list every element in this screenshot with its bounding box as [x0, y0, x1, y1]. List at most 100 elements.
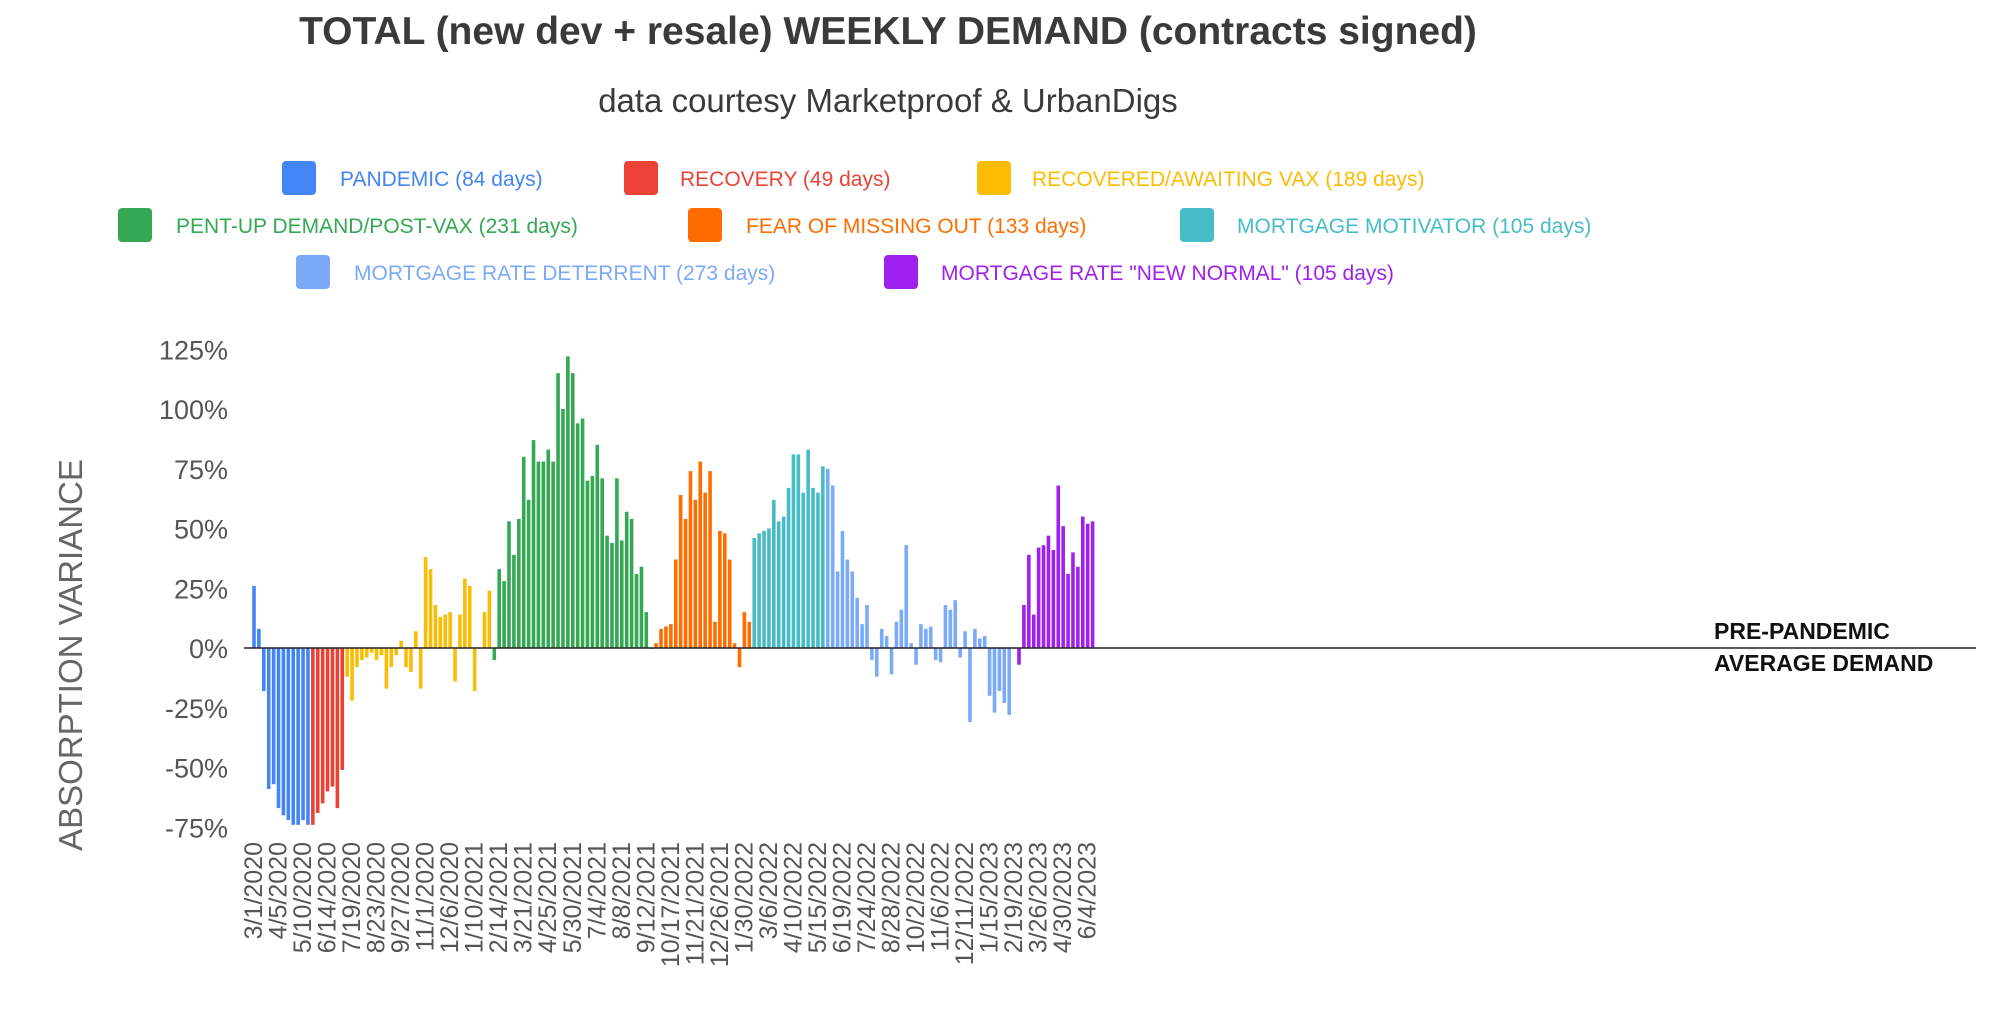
bar [301, 648, 305, 821]
x-axis: 3/1/20204/5/20205/10/20206/14/20207/19/2… [240, 842, 1102, 967]
bar [271, 648, 276, 785]
bar [595, 444, 600, 648]
bar [899, 609, 904, 648]
bar [752, 538, 757, 648]
bar [404, 648, 408, 668]
bar [615, 478, 619, 648]
bar [742, 612, 747, 648]
bar [776, 521, 781, 648]
bar [1017, 648, 1021, 665]
x-tick-label: 4/5/2020 [265, 842, 293, 939]
bar [673, 559, 678, 648]
bar [1056, 485, 1061, 648]
bar [919, 624, 923, 648]
x-tick-label: 4/30/2023 [1049, 842, 1077, 953]
bar [678, 495, 683, 648]
bar [928, 626, 933, 648]
bar [1080, 516, 1085, 648]
legend-swatch [884, 255, 918, 289]
bar [835, 571, 840, 648]
bar [281, 648, 286, 816]
chart-title: TOTAL (new dev + resale) WEEKLY DEMAND (… [299, 10, 1477, 53]
legend-swatch [282, 161, 316, 195]
bar [909, 643, 913, 648]
bar [364, 648, 369, 658]
bar [575, 423, 580, 648]
bar [816, 492, 820, 648]
bar [786, 487, 791, 648]
bar [914, 648, 918, 665]
bar [487, 590, 492, 648]
bar [512, 554, 516, 648]
y-tick-label: -50% [165, 754, 228, 784]
bar [1061, 526, 1065, 648]
bar [360, 648, 364, 660]
bar [463, 578, 467, 648]
bar [973, 628, 977, 648]
bar [482, 612, 487, 648]
bar [340, 648, 345, 770]
bar [1085, 523, 1090, 648]
bar [664, 626, 668, 648]
bar [492, 648, 497, 660]
x-tick-label: 3/26/2023 [1025, 842, 1053, 953]
bar [997, 648, 1002, 692]
bar [703, 492, 707, 648]
bar [644, 612, 649, 648]
bar [556, 373, 560, 648]
bar [732, 643, 737, 648]
bar [620, 540, 624, 648]
bar [526, 499, 531, 648]
bar [840, 530, 845, 648]
legend-swatch [977, 161, 1011, 195]
bar [796, 454, 801, 648]
bar [654, 643, 658, 648]
bar [982, 636, 987, 648]
bar [296, 648, 300, 825]
bar [1007, 648, 1012, 715]
legend-swatch [624, 161, 658, 195]
x-tick-label: 11/21/2021 [681, 842, 709, 965]
legend-swatch [296, 255, 330, 289]
bar [781, 516, 786, 648]
legend-label: PENT-UP DEMAND/POST-VAX (231 days) [176, 215, 578, 238]
bar [335, 648, 340, 809]
bar [879, 628, 884, 648]
x-tick-label: 2/14/2021 [485, 842, 513, 953]
bar [933, 648, 938, 660]
x-tick-label: 3/1/2020 [240, 842, 268, 939]
bar [737, 648, 742, 668]
x-tick-label: 9/27/2020 [387, 842, 415, 953]
bar [330, 648, 335, 787]
bar [345, 648, 349, 677]
x-tick-label: 12/11/2022 [951, 842, 979, 965]
bar [870, 648, 874, 660]
bar [767, 528, 771, 648]
bar [399, 640, 403, 648]
bar [306, 648, 310, 825]
legend: PANDEMIC (84 days) RECOVERY (49 days) RECO… [118, 161, 1591, 289]
bar [722, 533, 727, 648]
bar [1051, 550, 1056, 648]
bar [389, 648, 394, 668]
x-tick-label: 2/19/2023 [1000, 842, 1028, 953]
bar [502, 581, 506, 648]
y-tick-label: 0% [189, 634, 228, 664]
bar [315, 648, 320, 813]
bar [713, 621, 717, 648]
bar [1036, 547, 1041, 648]
x-tick-label: 12/6/2020 [436, 842, 464, 953]
bar [409, 648, 413, 672]
bar [379, 648, 384, 656]
bar [772, 499, 776, 648]
bar [806, 449, 810, 648]
bar [458, 614, 462, 648]
bar [948, 609, 953, 648]
bar [943, 604, 948, 648]
bar [924, 628, 928, 648]
bar [889, 648, 894, 675]
bar [355, 648, 359, 668]
plot-area [252, 356, 1095, 825]
bar [551, 461, 555, 648]
